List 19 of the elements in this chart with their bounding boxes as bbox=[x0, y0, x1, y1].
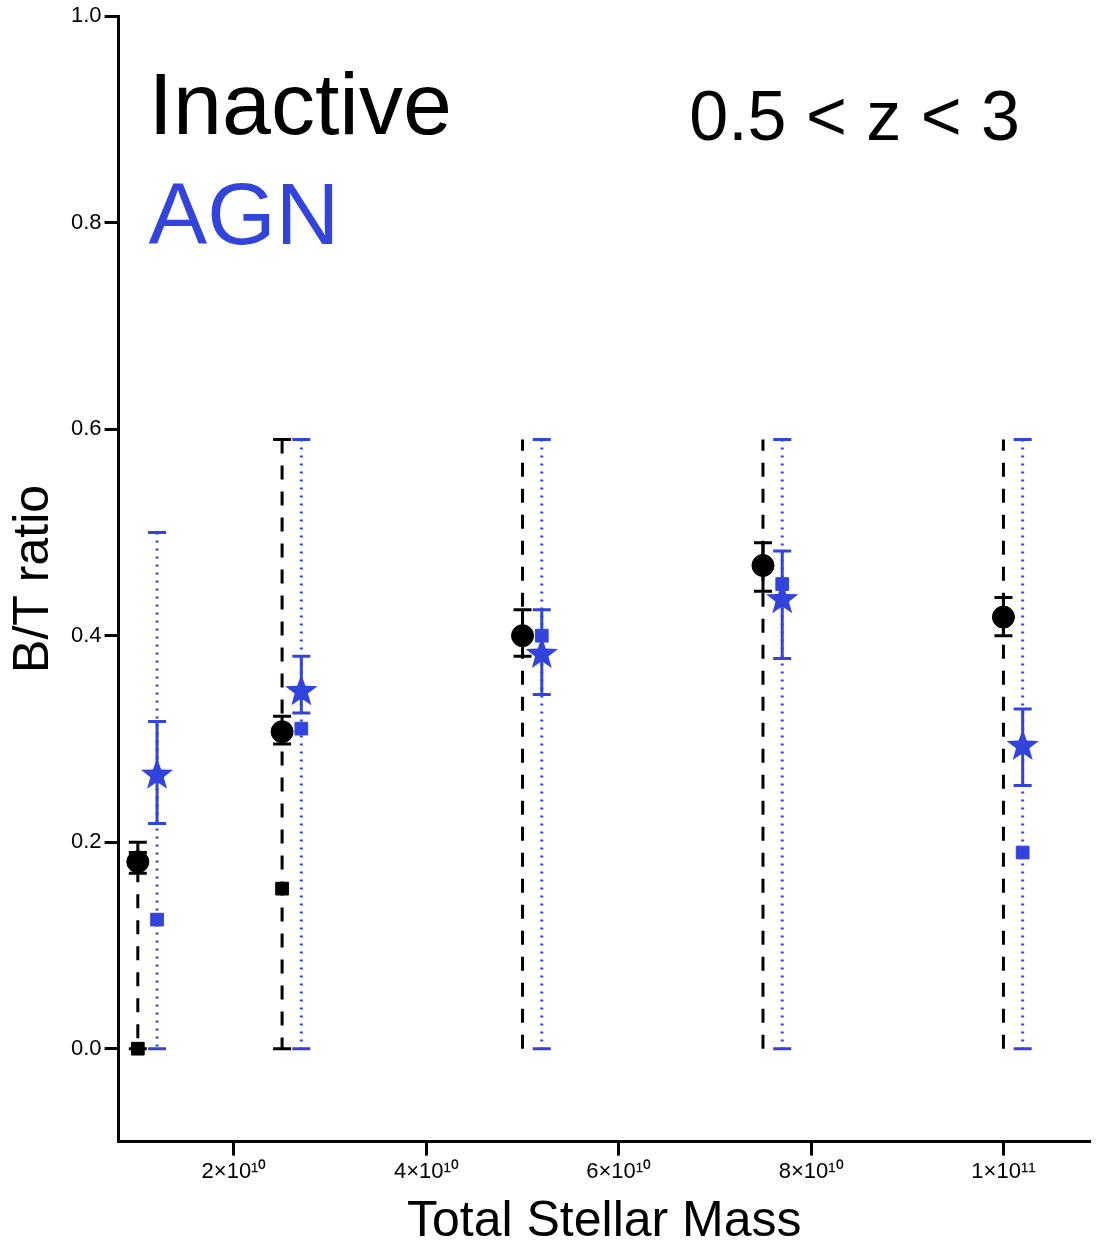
point bbox=[294, 721, 309, 736]
x-axis-title: Total Stellar Mass bbox=[406, 1190, 802, 1247]
point bbox=[150, 912, 164, 927]
y-tick-label: 0.2 bbox=[70, 828, 102, 854]
y-tick-label: 0.4 bbox=[70, 621, 102, 647]
y-tick-label: 1.0 bbox=[70, 2, 102, 28]
y-axis-title: B/T ratio bbox=[2, 484, 59, 673]
x-tick-label: 1×10¹¹ bbox=[971, 1157, 1036, 1183]
x-tick-label: 2×10¹⁰ bbox=[201, 1157, 267, 1183]
x-tick-label: 8×10¹⁰ bbox=[778, 1157, 844, 1183]
y-tick-label: 0.8 bbox=[70, 208, 102, 234]
annotation: 0.5 < z < 3 bbox=[689, 77, 1020, 156]
text: AGN bbox=[148, 164, 340, 264]
y-tick-label: 0.6 bbox=[70, 415, 102, 441]
text: Inactive bbox=[148, 54, 452, 154]
point bbox=[1015, 845, 1030, 860]
x-tick-label: 6×10¹⁰ bbox=[586, 1157, 652, 1183]
y-tick-label: 0.0 bbox=[70, 1034, 102, 1060]
x-tick-label: 4×10¹⁰ bbox=[393, 1157, 459, 1183]
